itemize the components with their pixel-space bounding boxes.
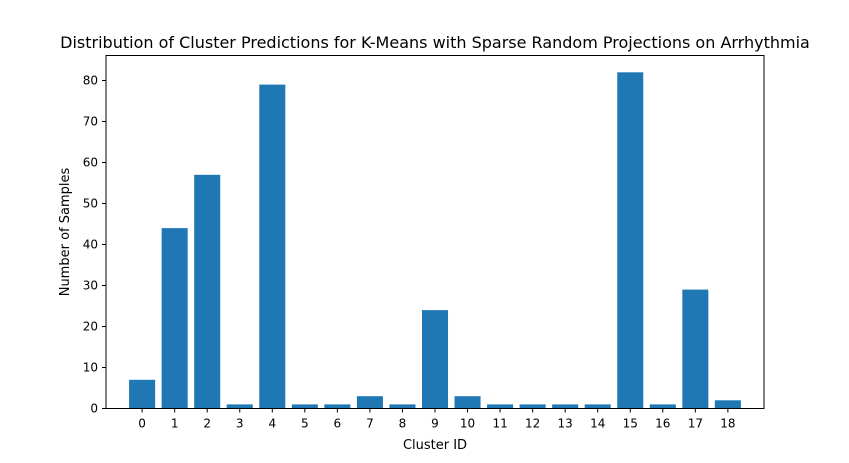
x-tick-label: 8 bbox=[399, 417, 407, 431]
x-tick-label: 1 bbox=[171, 417, 179, 431]
bar-cluster-3 bbox=[226, 404, 253, 409]
bar-cluster-1 bbox=[161, 228, 188, 409]
y-tick-label: 80 bbox=[83, 74, 98, 88]
x-tick-label: 7 bbox=[366, 417, 374, 431]
x-tick-label: 6 bbox=[334, 417, 342, 431]
bar-cluster-4 bbox=[259, 84, 286, 409]
y-tick-label: 60 bbox=[83, 156, 98, 170]
x-axis-ticks: 0 1 2 3 4 5 6 7 8 9 10 11 12 13 14 15 16 17 18 bbox=[138, 408, 736, 431]
x-tick-label: 11 bbox=[492, 417, 507, 431]
bar-cluster-11 bbox=[487, 404, 514, 409]
x-tick-label: 3 bbox=[236, 417, 244, 431]
y-tick-label: 10 bbox=[83, 361, 98, 375]
bar-cluster-9 bbox=[421, 310, 449, 409]
bar-cluster-5 bbox=[291, 404, 318, 409]
x-tick-label: 16 bbox=[655, 417, 670, 431]
x-tick-label: 15 bbox=[623, 417, 638, 431]
bar-cluster-2 bbox=[194, 174, 221, 409]
y-tick-label: 40 bbox=[83, 238, 98, 252]
x-tick-label: 14 bbox=[590, 417, 605, 431]
x-tick-label: 13 bbox=[558, 417, 573, 431]
bar-cluster-6 bbox=[324, 404, 351, 409]
x-tick-label: 18 bbox=[720, 417, 735, 431]
bars-group bbox=[129, 72, 741, 409]
x-tick-label: 2 bbox=[203, 417, 211, 431]
bar-cluster-17 bbox=[682, 289, 709, 409]
y-tick-label: 50 bbox=[83, 197, 98, 211]
bar-cluster-14 bbox=[584, 404, 611, 409]
bar-cluster-15 bbox=[617, 72, 644, 409]
x-tick-label: 10 bbox=[460, 417, 475, 431]
x-tick-label: 12 bbox=[525, 417, 540, 431]
bar-cluster-8 bbox=[389, 404, 416, 409]
plot-frame bbox=[105, 55, 765, 409]
x-tick-label: 17 bbox=[688, 417, 703, 431]
bar-cluster-12 bbox=[519, 404, 546, 409]
y-axis-label: Number of Samples bbox=[58, 168, 73, 297]
y-tick-label: 70 bbox=[83, 115, 98, 129]
chart-title: Distribution of Cluster Predictions for … bbox=[60, 33, 810, 52]
bar-cluster-10 bbox=[454, 396, 481, 409]
bar-cluster-0 bbox=[129, 379, 156, 409]
bar-cluster-18 bbox=[714, 400, 741, 409]
x-tick-label: 4 bbox=[268, 417, 276, 431]
y-tick-label: 0 bbox=[90, 402, 98, 416]
x-tick-label: 9 bbox=[431, 417, 439, 431]
bar-cluster-16 bbox=[649, 404, 676, 409]
x-axis-label: Cluster ID bbox=[403, 438, 467, 453]
y-tick-label: 20 bbox=[83, 320, 98, 334]
bar-cluster-13 bbox=[552, 404, 579, 409]
bar-cluster-7 bbox=[356, 396, 383, 409]
x-tick-label: 5 bbox=[301, 417, 309, 431]
y-tick-label: 30 bbox=[83, 279, 98, 293]
y-axis-ticks: 0 10 20 30 40 50 60 70 80 bbox=[83, 74, 106, 416]
x-tick-label: 0 bbox=[138, 417, 146, 431]
